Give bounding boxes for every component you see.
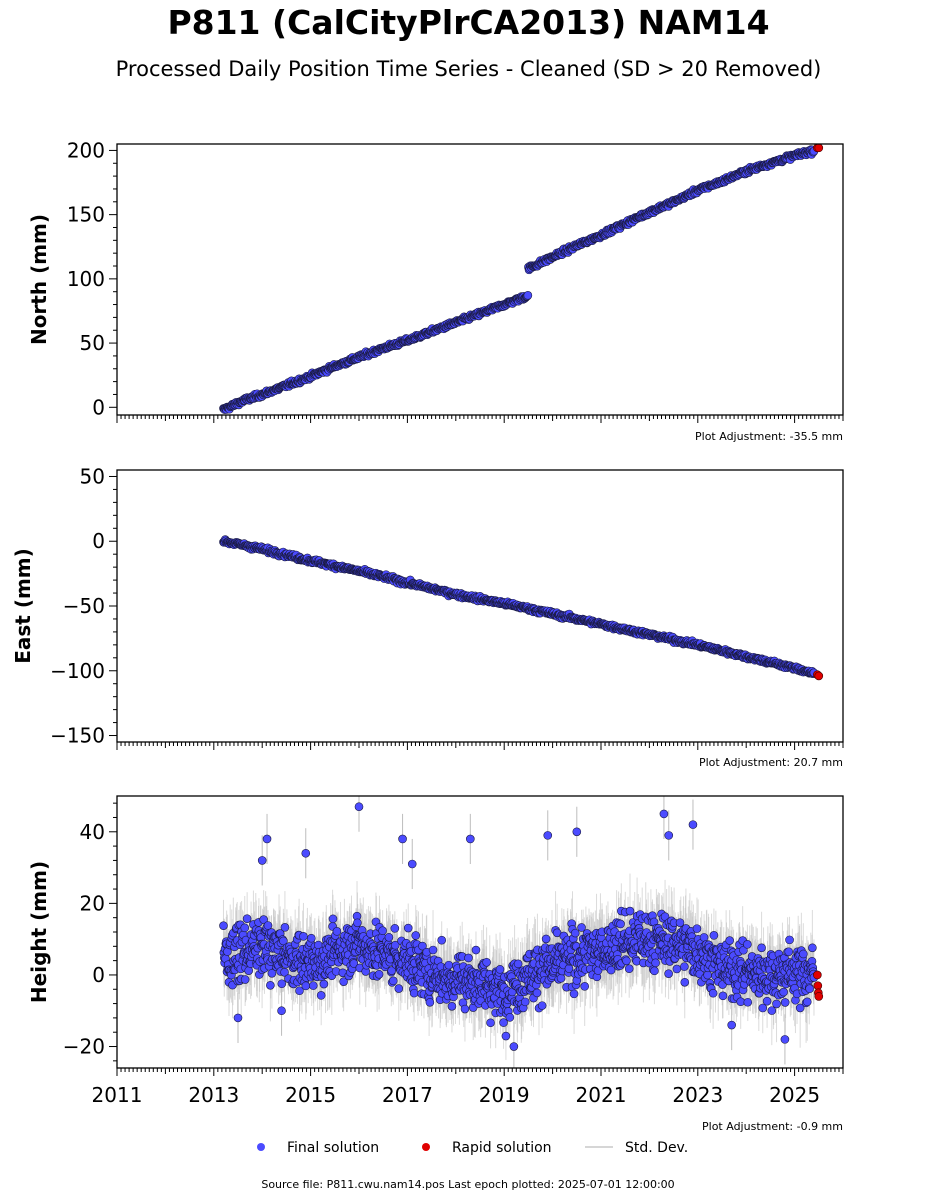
final-point — [374, 969, 384, 979]
rapid-point — [814, 671, 824, 681]
final-point — [308, 981, 318, 990]
final-point — [240, 923, 250, 933]
rapid-point — [814, 144, 824, 153]
final-point — [279, 936, 288, 946]
y-tick-label: 0 — [92, 395, 105, 419]
final-point — [339, 977, 348, 986]
final-point — [240, 975, 250, 984]
final-point — [242, 914, 252, 923]
final-point — [622, 956, 631, 966]
final-point — [332, 927, 342, 936]
final-point — [437, 935, 447, 945]
north-ylabel: North (mm) — [27, 214, 51, 345]
final-point — [616, 919, 625, 929]
final-point — [353, 918, 362, 928]
final-point — [411, 931, 421, 940]
final-point — [219, 921, 228, 930]
final-point — [280, 967, 289, 977]
final-point — [328, 914, 338, 924]
final-point — [486, 1018, 495, 1028]
final-point — [295, 986, 304, 996]
y-tick-label: 50 — [80, 331, 105, 355]
final-point — [520, 997, 530, 1007]
final-point — [244, 966, 253, 975]
final-point — [390, 924, 400, 933]
final-point — [569, 989, 579, 999]
east-ylabel: East (mm) — [11, 548, 35, 664]
east-rapid-points — [813, 670, 824, 681]
final-point — [319, 979, 329, 989]
final-point — [570, 928, 580, 938]
final-point — [580, 982, 590, 991]
east-data — [219, 535, 824, 681]
final-point — [390, 940, 400, 950]
final-point — [428, 945, 438, 955]
y-tick-label: 50 — [80, 464, 105, 488]
final-point — [577, 923, 586, 932]
final-point — [280, 923, 290, 932]
north-final-points — [219, 145, 819, 414]
final-point — [266, 981, 275, 990]
height-final-points — [219, 802, 819, 1051]
final-point — [606, 965, 616, 975]
final-point — [307, 933, 316, 943]
final-point — [444, 960, 454, 970]
final-point — [384, 932, 394, 942]
final-point — [409, 988, 419, 998]
final-point — [513, 959, 523, 969]
final-point — [388, 976, 398, 986]
final-point — [301, 981, 311, 991]
final-point — [425, 998, 435, 1007]
final-point — [259, 915, 268, 924]
chart-subtitle: Processed Daily Position Time Series - C… — [115, 57, 822, 81]
north-data — [219, 144, 824, 414]
final-point — [277, 979, 287, 989]
height-data — [219, 796, 824, 1068]
final-point — [394, 984, 404, 993]
height-stddev-bars — [222, 796, 815, 1068]
final-point — [541, 934, 551, 944]
final-point — [523, 291, 533, 300]
y-tick-label: 200 — [67, 138, 105, 162]
east-final-points — [219, 535, 819, 679]
north-panel: 0 50 100 150 200 North (mm) — [27, 138, 844, 423]
final-point — [418, 941, 427, 951]
final-point — [349, 959, 359, 968]
final-point — [460, 1004, 470, 1014]
final-point — [267, 968, 277, 978]
final-point — [378, 926, 387, 936]
final-point — [316, 991, 326, 1000]
final-point — [299, 932, 308, 941]
final-point — [447, 1002, 457, 1011]
y-tick-label: −150 — [50, 724, 105, 748]
final-point — [471, 945, 481, 955]
final-point — [556, 973, 566, 983]
y-tick-label: 100 — [67, 267, 105, 291]
y-tick-label: −50 — [63, 594, 105, 618]
final-point — [537, 1001, 547, 1010]
final-point — [499, 1018, 508, 1027]
final-point — [501, 1031, 511, 1041]
north-rapid-points — [813, 144, 824, 153]
east-panel: −150 −100 −50 0 50 East (mm) — [11, 464, 844, 750]
y-tick-label: 150 — [67, 203, 105, 227]
final-point — [482, 957, 491, 967]
final-point — [532, 988, 542, 998]
north-plot-frame — [116, 143, 844, 416]
final-point — [624, 964, 634, 974]
final-point — [263, 921, 273, 930]
y-tick-label: 0 — [92, 529, 105, 553]
final-point — [464, 953, 473, 963]
final-point — [495, 965, 505, 974]
y-tick-label: −100 — [50, 659, 105, 683]
chart-title: P811 (CalCityPlrCA2013) NAM14 — [167, 3, 770, 42]
final-point — [403, 923, 413, 933]
final-point — [625, 906, 635, 916]
final-point — [505, 1013, 515, 1022]
east-plot-frame — [116, 469, 844, 743]
